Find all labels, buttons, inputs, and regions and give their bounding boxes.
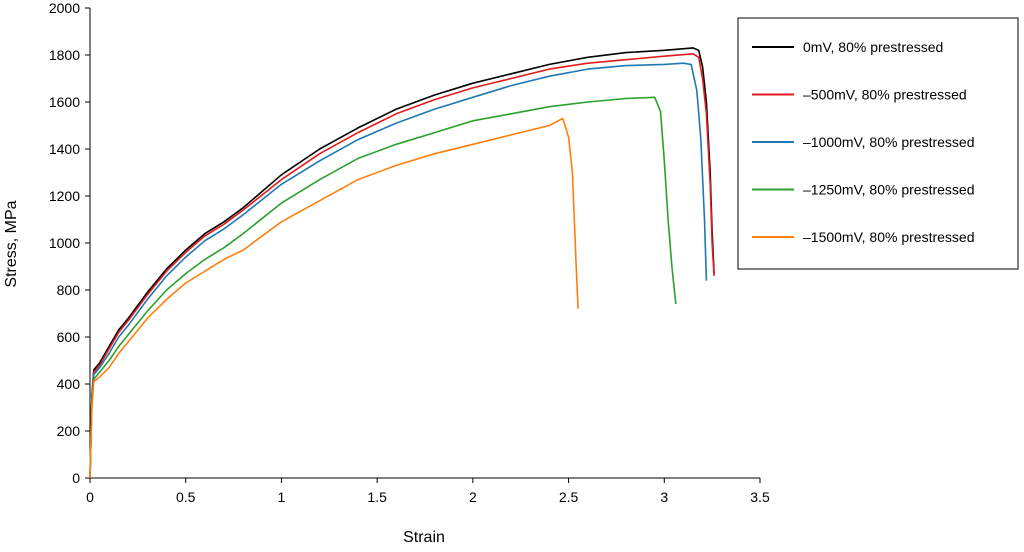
x-axis-title: Strain bbox=[403, 529, 445, 546]
legend: 0mV, 80% prestressed –500mV, 80% prestres… bbox=[737, 17, 1019, 270]
legend-label-2: –1000mV, 80% prestressed bbox=[803, 134, 974, 150]
y-tick-label: 1400 bbox=[49, 141, 80, 157]
x-tick-label: 3 bbox=[660, 489, 668, 505]
series-line-4 bbox=[89, 117, 579, 479]
series-lines bbox=[89, 47, 715, 479]
series-line-1 bbox=[89, 52, 715, 479]
legend-label-4: –1500mV, 80% prestressed bbox=[803, 229, 974, 245]
legend-label-0: 0mV, 80% prestressed bbox=[803, 39, 943, 55]
y-tick-label: 1800 bbox=[49, 47, 80, 63]
y-tick-label: 2000 bbox=[49, 0, 80, 16]
y-tick-label: 0 bbox=[72, 470, 80, 486]
y-axis-ticks: 0 200 400 600 800 1000 1200 1400 1600 1800 2000 bbox=[49, 0, 90, 486]
series-line-2 bbox=[89, 62, 708, 479]
x-tick-label: 1 bbox=[278, 489, 286, 505]
x-axis-ticks: 0 0.5 1 1.5 2 2.5 3 3.5 bbox=[86, 478, 770, 505]
y-tick-label: 1600 bbox=[49, 94, 80, 110]
x-tick-label: 0.5 bbox=[176, 489, 196, 505]
x-tick-label: 1.5 bbox=[367, 489, 387, 505]
x-tick-label: 3.5 bbox=[750, 489, 770, 505]
legend-box bbox=[737, 17, 1019, 270]
x-tick-label: 2.5 bbox=[559, 489, 579, 505]
series-line-0 bbox=[89, 47, 715, 479]
legend-items: 0mV, 80% prestressed –500mV, 80% prestres… bbox=[752, 39, 974, 245]
y-tick-label: 1000 bbox=[49, 235, 80, 251]
x-tick-label: 2 bbox=[469, 489, 477, 505]
y-tick-label: 400 bbox=[57, 376, 81, 392]
series-line-3 bbox=[89, 96, 677, 479]
y-tick-label: 600 bbox=[57, 329, 81, 345]
y-tick-label: 200 bbox=[57, 423, 81, 439]
y-tick-label: 1200 bbox=[49, 188, 80, 204]
y-tick-label: 800 bbox=[57, 282, 81, 298]
legend-label-3: –1250mV, 80% prestressed bbox=[803, 182, 974, 198]
legend-label-1: –500mV, 80% prestressed bbox=[803, 87, 967, 103]
x-tick-label: 0 bbox=[86, 489, 94, 505]
y-axis-title: Stress, MPa bbox=[3, 200, 20, 287]
